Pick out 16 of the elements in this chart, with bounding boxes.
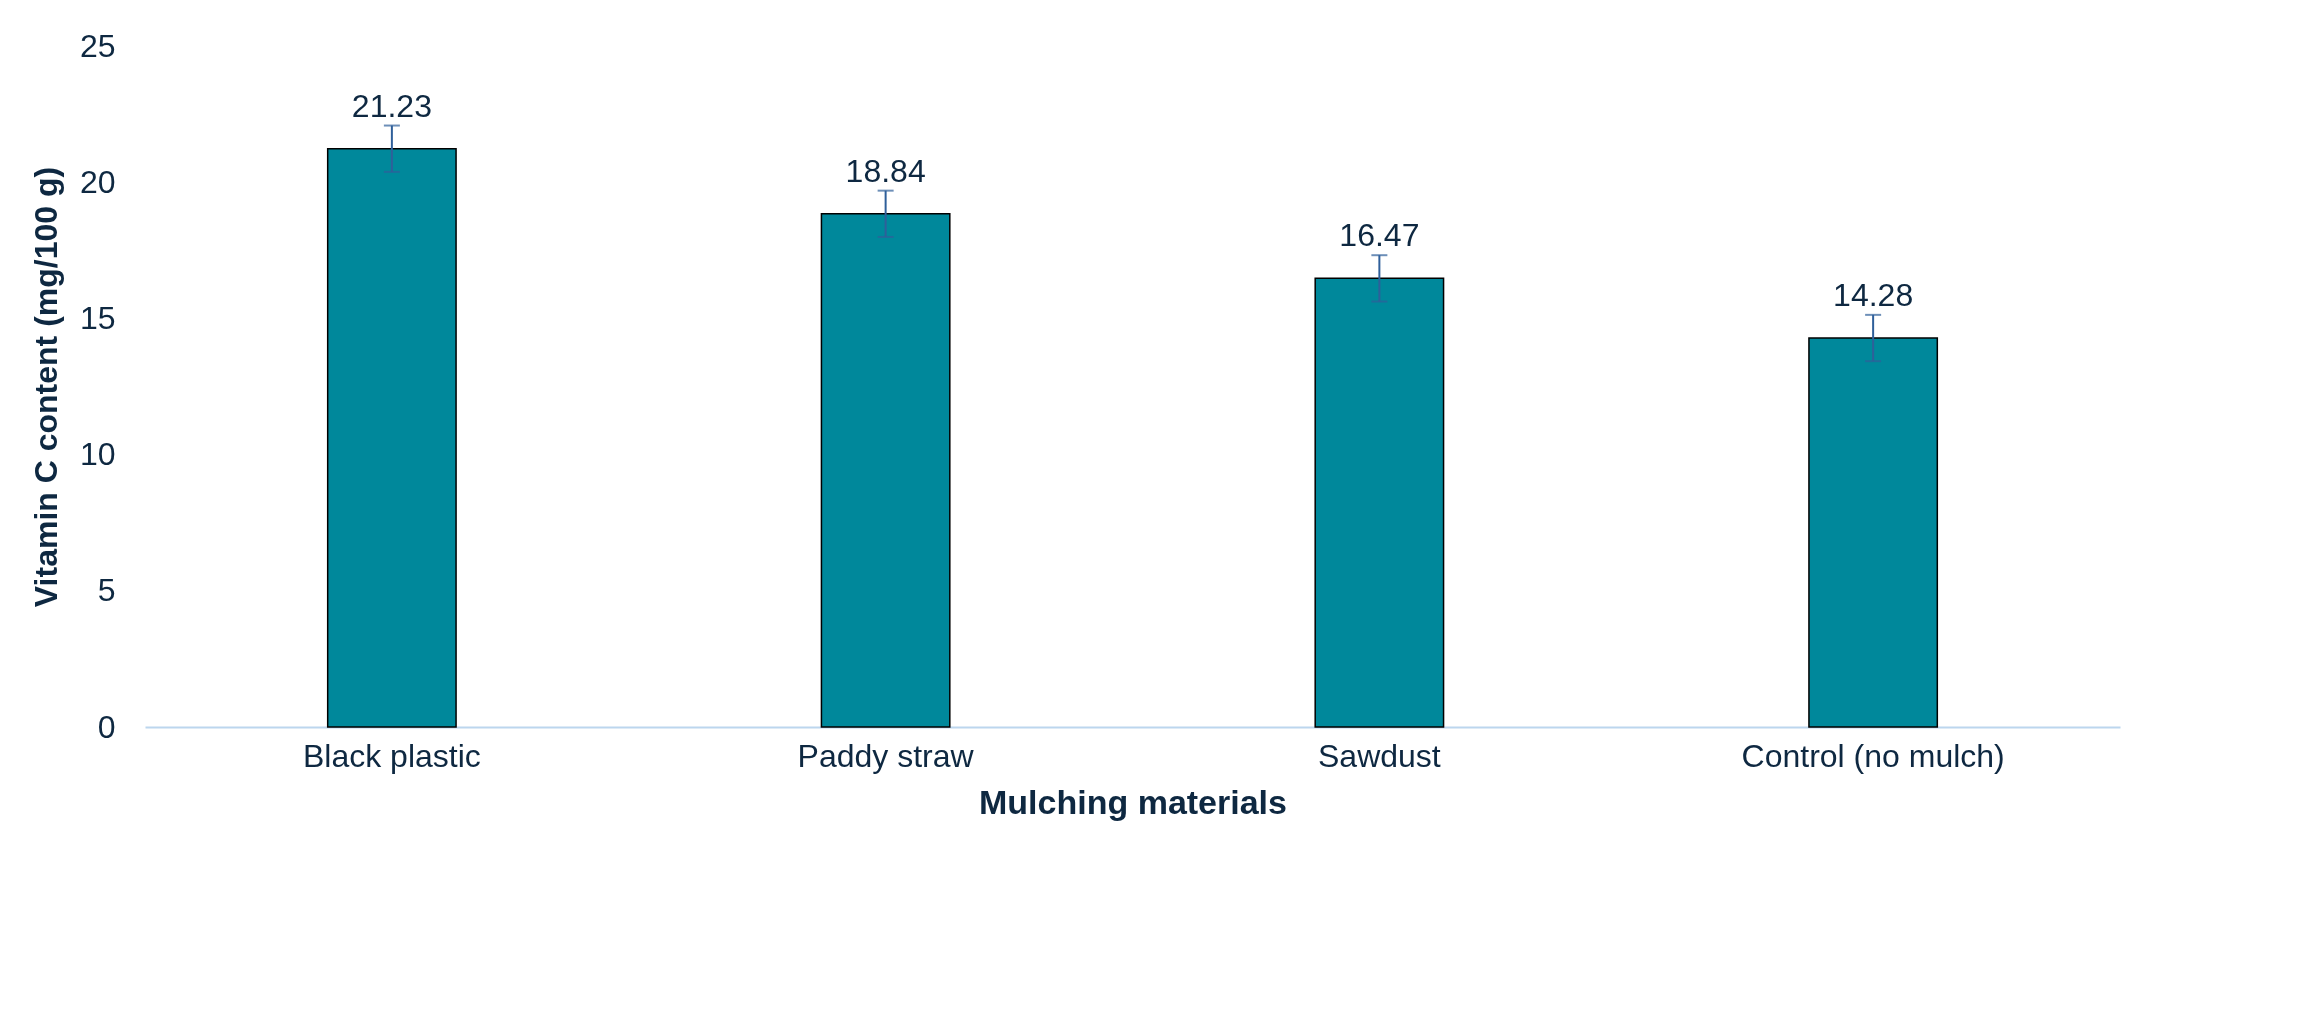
y-tick-label: 20 [79,163,116,200]
x-axis-title: Mulching materials [979,782,1287,821]
y-tick-label: 0 [97,708,116,745]
y-tick-label: 25 [79,27,116,64]
y-axis-title: Vitamin C content (mg/100 g) [27,166,64,608]
x-tick-label: Black plastic [302,737,481,774]
data-label: 16.47 [1339,217,1420,254]
x-tick-label: Sawdust [1318,737,1441,774]
x-tick-label: Paddy straw [797,737,975,774]
data-label: 18.84 [845,152,926,189]
y-tick-label: 15 [79,299,116,336]
data-label: 14.28 [1833,276,1914,313]
y-tick-label: 10 [79,436,116,473]
x-tick-label: Control (no mulch) [1741,737,2005,774]
data-label: 21.23 [351,87,432,124]
y-tick-label: 5 [97,572,116,609]
